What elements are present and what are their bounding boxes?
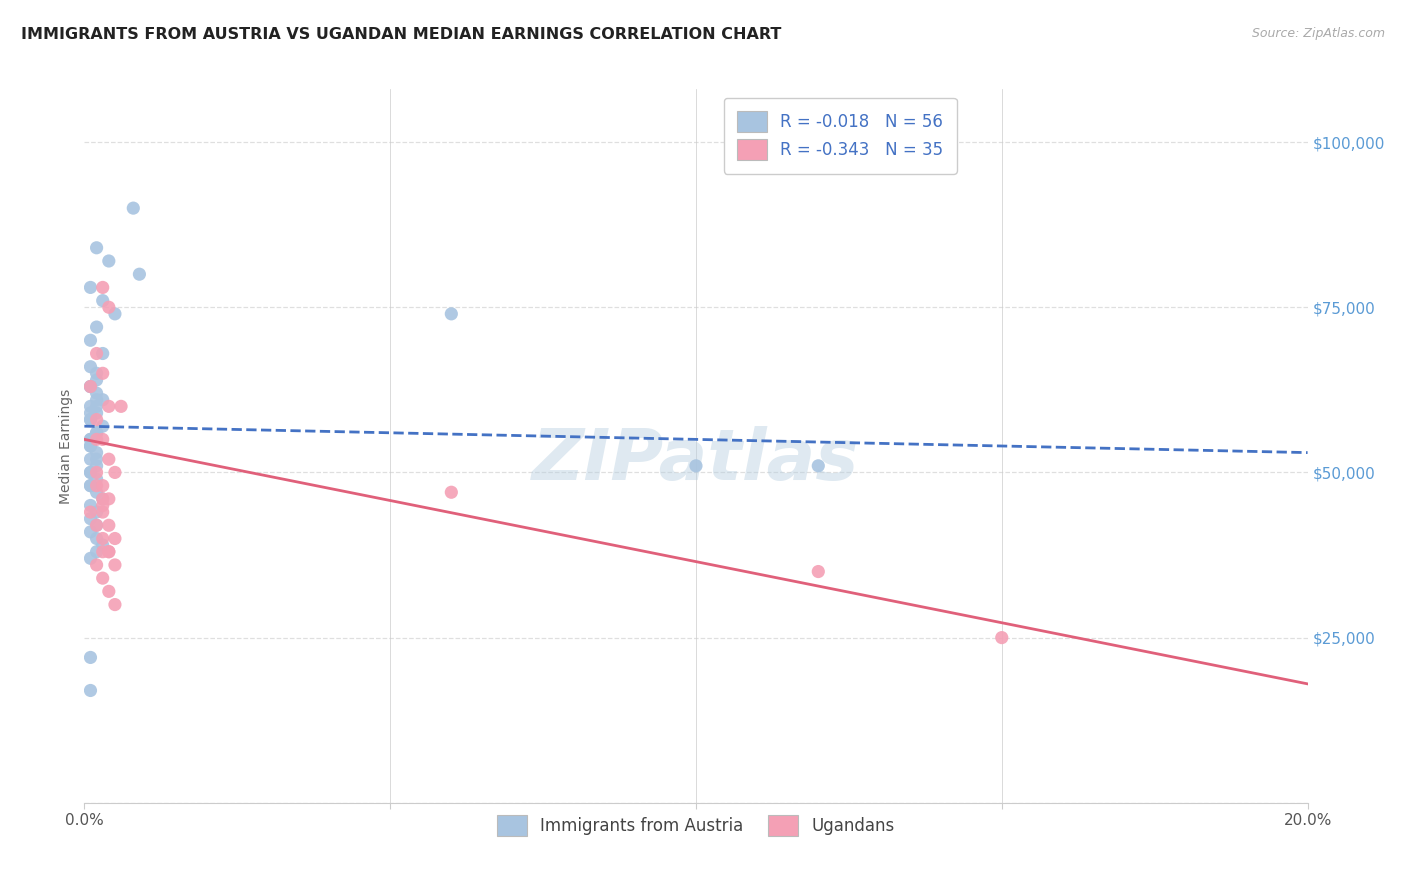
Point: [91, 280, 114, 294]
Point: [86, 406, 108, 420]
Point: [79, 412, 101, 426]
Point: [91, 433, 114, 447]
Point: [97, 545, 120, 559]
Point: [79, 683, 101, 698]
Point: [86, 458, 108, 473]
Point: [86, 505, 108, 519]
Point: [91, 499, 114, 513]
Point: [685, 458, 707, 473]
Y-axis label: Median Earnings: Median Earnings: [59, 388, 73, 504]
Point: [79, 439, 101, 453]
Point: [97, 400, 120, 414]
Point: [79, 412, 101, 426]
Point: [79, 433, 101, 447]
Point: [110, 400, 132, 414]
Point: [122, 201, 145, 215]
Point: [91, 538, 114, 552]
Point: [86, 433, 108, 447]
Point: [104, 532, 127, 546]
Point: [79, 452, 101, 467]
Point: [79, 400, 101, 414]
Point: [91, 419, 114, 434]
Point: [91, 293, 114, 308]
Point: [91, 545, 114, 559]
Point: [79, 499, 101, 513]
Point: [86, 241, 108, 255]
Point: [86, 400, 108, 414]
Point: [86, 558, 108, 572]
Point: [97, 545, 120, 559]
Point: [79, 439, 101, 453]
Point: [91, 346, 114, 360]
Point: [79, 379, 101, 393]
Point: [104, 466, 127, 480]
Point: [79, 379, 101, 393]
Point: [97, 254, 120, 268]
Point: [79, 505, 101, 519]
Point: [97, 491, 120, 506]
Point: [86, 445, 108, 459]
Point: [104, 598, 127, 612]
Point: [86, 320, 108, 334]
Point: [86, 466, 108, 480]
Point: [91, 491, 114, 506]
Point: [104, 558, 127, 572]
Point: [91, 505, 114, 519]
Point: [97, 518, 120, 533]
Point: [91, 367, 114, 381]
Point: [91, 571, 114, 585]
Legend: Immigrants from Austria, Ugandans: Immigrants from Austria, Ugandans: [488, 806, 904, 845]
Point: [97, 452, 120, 467]
Point: [86, 532, 108, 546]
Point: [79, 478, 101, 492]
Point: [104, 307, 127, 321]
Point: [86, 425, 108, 440]
Point: [79, 466, 101, 480]
Point: [79, 466, 101, 480]
Point: [86, 472, 108, 486]
Point: [79, 359, 101, 374]
Point: [79, 379, 101, 393]
Point: [86, 425, 108, 440]
Point: [86, 346, 108, 360]
Text: IMMIGRANTS FROM AUSTRIA VS UGANDAN MEDIAN EARNINGS CORRELATION CHART: IMMIGRANTS FROM AUSTRIA VS UGANDAN MEDIA…: [21, 27, 782, 42]
Point: [86, 545, 108, 559]
Text: ZIPatlas: ZIPatlas: [533, 425, 859, 495]
Point: [91, 491, 114, 506]
Text: Source: ZipAtlas.com: Source: ZipAtlas.com: [1251, 27, 1385, 40]
Point: [86, 518, 108, 533]
Point: [807, 565, 830, 579]
Point: [79, 524, 101, 539]
Point: [91, 392, 114, 407]
Point: [991, 631, 1014, 645]
Point: [86, 518, 108, 533]
Point: [79, 511, 101, 525]
Point: [91, 478, 114, 492]
Point: [79, 551, 101, 566]
Point: [86, 478, 108, 492]
Point: [79, 478, 101, 492]
Point: [79, 406, 101, 420]
Point: [79, 333, 101, 347]
Point: [79, 650, 101, 665]
Point: [86, 386, 108, 401]
Point: [807, 458, 830, 473]
Point: [440, 307, 463, 321]
Point: [86, 392, 108, 407]
Point: [91, 532, 114, 546]
Point: [128, 267, 150, 281]
Point: [97, 584, 120, 599]
Point: [86, 485, 108, 500]
Point: [440, 485, 463, 500]
Point: [86, 373, 108, 387]
Point: [79, 433, 101, 447]
Point: [86, 367, 108, 381]
Point: [86, 452, 108, 467]
Point: [97, 300, 120, 314]
Point: [86, 412, 108, 426]
Point: [79, 280, 101, 294]
